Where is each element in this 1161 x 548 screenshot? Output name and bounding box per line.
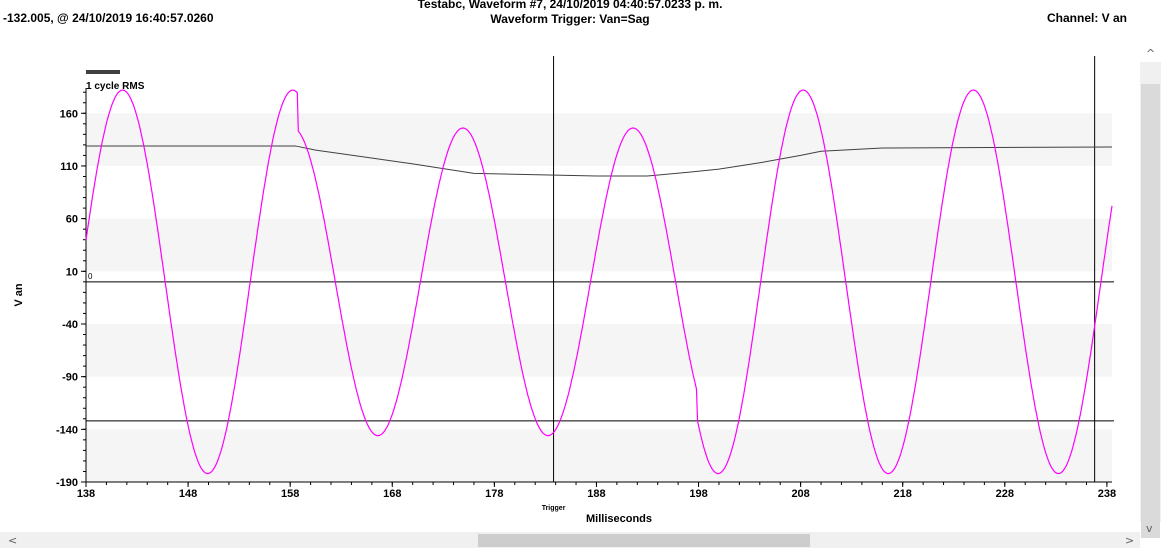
x-tick-label: 228 — [996, 488, 1014, 500]
y-tick-label: -90 — [62, 372, 78, 384]
x-tick-label: 178 — [485, 488, 503, 500]
channel-label: Channel: V an — [1046, 11, 1127, 25]
grid-band — [86, 113, 1112, 166]
rms-series-line — [86, 145, 1113, 177]
vertical-scroll-track[interactable] — [1140, 62, 1161, 538]
x-tick-label: 238 — [1098, 488, 1116, 500]
zero-label: 0 — [88, 272, 93, 281]
cursor-readout: -132.005, @ 24/10/2019 16:40:57.0260 — [3, 11, 214, 25]
x-axis-label: Milliseconds — [586, 513, 652, 525]
x-tick-label: 158 — [281, 488, 299, 500]
x-tick-label: 148 — [179, 488, 197, 500]
waveform-series-line — [85, 89, 1113, 475]
legend-label: 1 cycle RMS — [86, 81, 145, 92]
y-tick-label: -140 — [56, 424, 78, 436]
vertical-scroll-thumb[interactable] — [1141, 84, 1160, 538]
y-axis-label: V an — [13, 283, 25, 307]
scroll-right-icon[interactable]: > — [1125, 534, 1135, 547]
x-tick-label: 188 — [587, 488, 605, 500]
chart-title: Testabc, Waveform #7, 24/10/2019 04:40:5… — [417, 0, 723, 11]
grid-band — [86, 323, 1112, 377]
y-tick-label: 160 — [60, 108, 78, 120]
trigger-label: Trigger — [542, 505, 566, 512]
scroll-left-icon[interactable]: < — [8, 534, 18, 547]
scroll-down-icon[interactable]: v — [1146, 522, 1153, 535]
y-tick-label: 60 — [66, 214, 78, 226]
grid-band — [86, 218, 1112, 272]
grid-band — [86, 429, 1112, 482]
y-tick-label: 110 — [60, 161, 78, 173]
chart-subtitle: Waveform Trigger: Van=Sag — [490, 12, 650, 26]
y-tick-label: -40 — [62, 319, 78, 331]
horizontal-scroll-thumb[interactable] — [478, 534, 810, 547]
vertical-scrollbar[interactable]: ^ v — [1140, 42, 1161, 540]
y-tick-label: -190 — [56, 477, 78, 489]
scroll-up-icon[interactable]: ^ — [1146, 47, 1156, 60]
x-tick-label: 138 — [77, 488, 95, 500]
x-tick-label: 198 — [689, 488, 707, 500]
x-tick-label: 208 — [791, 488, 809, 500]
y-tick-label: 10 — [66, 266, 78, 278]
horizontal-scrollbar[interactable]: < > — [0, 532, 1140, 548]
x-tick-label: 218 — [894, 488, 912, 500]
x-tick-label: 168 — [383, 488, 401, 500]
